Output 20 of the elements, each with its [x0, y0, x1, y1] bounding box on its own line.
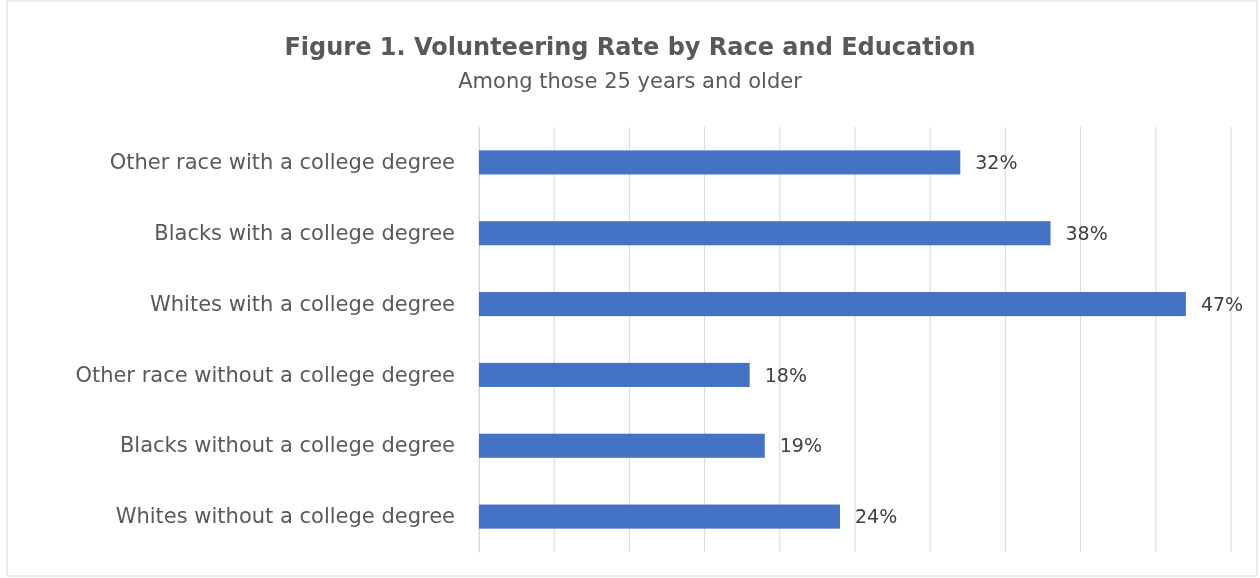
- y-tick-label: Other race with a college degree: [109, 150, 455, 175]
- y-tick-label: Other race without a college degree: [75, 362, 455, 387]
- data-label: 19%: [779, 434, 822, 457]
- chart-title: Figure 1. Volunteering Rate by Race and Education: [284, 33, 976, 61]
- data-label: 18%: [764, 363, 807, 386]
- y-tick-label: Blacks with a college degree: [154, 220, 455, 245]
- data-label: 32%: [975, 151, 1018, 174]
- bar: [479, 504, 840, 529]
- y-tick-label: Whites with a college degree: [150, 291, 455, 316]
- data-label: 47%: [1200, 292, 1244, 315]
- data-label: 24%: [854, 505, 898, 528]
- bar: [479, 433, 765, 458]
- y-tick-label: Blacks without a college degree: [119, 433, 455, 458]
- y-tick-label: Whites without a college degree: [115, 504, 455, 529]
- bar: [479, 292, 1186, 317]
- bar: [479, 362, 750, 387]
- bar: [479, 150, 961, 175]
- data-label: 38%: [1065, 221, 1108, 244]
- chart-subtitle: Among those 25 years and older: [458, 69, 803, 93]
- bar: [479, 221, 1051, 246]
